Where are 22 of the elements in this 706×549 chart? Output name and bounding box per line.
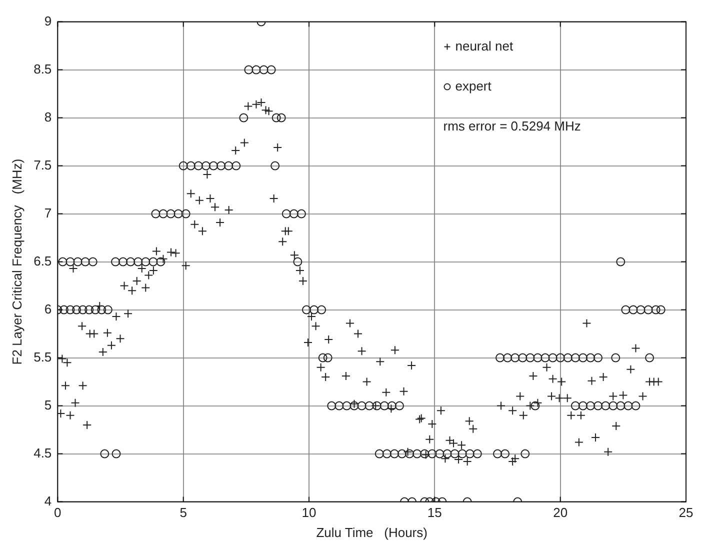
x-tick-label: 0	[54, 505, 62, 520]
y-tick-label: 6	[44, 301, 52, 316]
x-tick-label: 10	[302, 505, 316, 520]
y-tick-label: 7.5	[34, 157, 52, 172]
y-tick-label: 7	[44, 205, 52, 220]
y-tick-label: 9	[44, 13, 52, 28]
y-tick-label: 5.5	[34, 349, 52, 364]
y-tick-label: 4	[44, 493, 52, 508]
x-axis-title: Zulu Time (Hours)	[316, 524, 428, 540]
x-tick-label: 20	[553, 505, 568, 520]
y-tick-label: 8	[44, 109, 52, 124]
x-tick-label: 5	[180, 505, 187, 520]
y-tick-label: 6.5	[34, 253, 52, 268]
legend-label: neural net	[455, 38, 514, 54]
y-tick-label: 4.5	[34, 445, 52, 460]
y-tick-label: 5	[44, 397, 52, 412]
x-tick-label: 25	[678, 505, 694, 520]
legend-label: expert	[455, 78, 492, 94]
x-tick-label: 15	[427, 505, 442, 520]
y-tick-label: 8.5	[34, 61, 52, 76]
annotation: rms error = 0.5294 MHz	[443, 118, 581, 134]
y-axis-title: F2 Layer Critical Frequency (MHz)	[9, 158, 24, 365]
